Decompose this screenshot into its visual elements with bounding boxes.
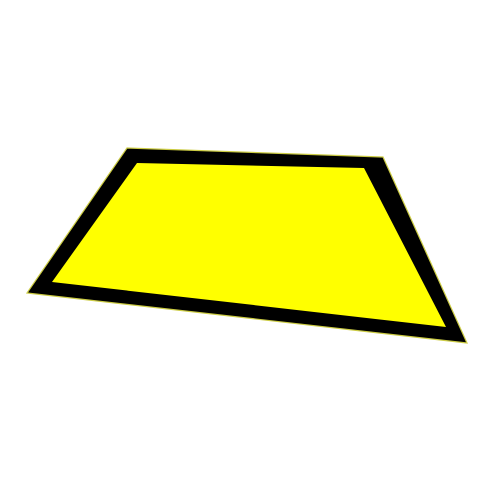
shape-fill bbox=[52, 163, 446, 327]
